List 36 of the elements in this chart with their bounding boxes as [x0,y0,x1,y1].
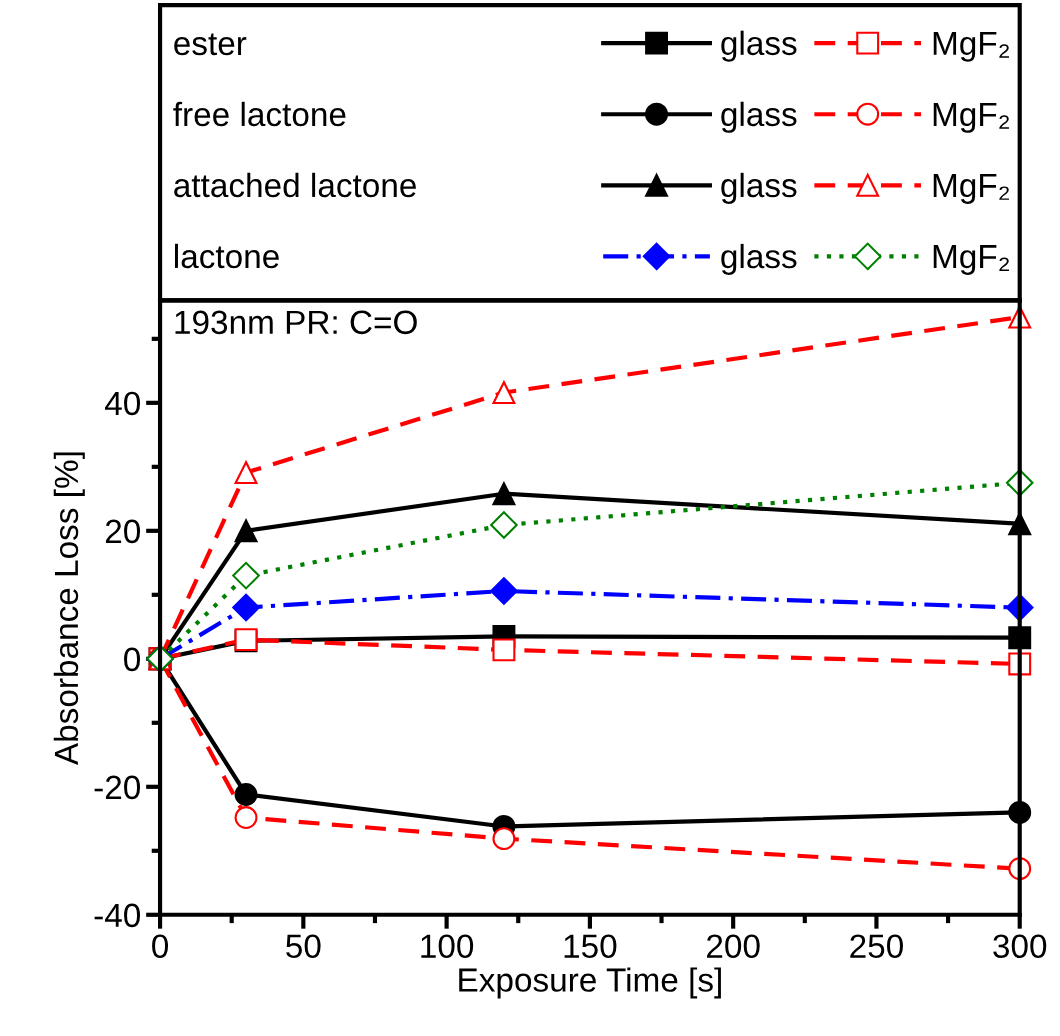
legend-label: MgF₂ [933,31,1009,62]
text: free lactone [173,101,346,127]
point [490,511,518,539]
text: ester [174,33,247,56]
legend-label: glass [721,243,797,275]
text: attached lactone [174,172,416,198]
point [234,783,258,806]
point [492,482,516,506]
annotation: 193nm PR: C=O [175,310,417,335]
point [492,827,516,851]
y-axis-title: Absorbance Loss [%] [53,452,85,766]
point [232,593,260,622]
legend-label: MgF₂ [933,174,1009,204]
legend-label: MgF₂ [933,245,1009,275]
legend-label: glass [721,172,797,204]
x-tick-label: 100 [421,934,474,959]
point [490,577,518,605]
point [492,638,516,662]
x-tick-label: 0 [152,934,169,959]
y-tick-label: 40 [105,391,141,416]
y-tick-label: 0 [124,647,141,672]
x-tick-label: 150 [564,934,617,959]
y-tick-label: -20 [94,775,141,800]
legend-label: glass [721,101,797,133]
point [234,519,258,543]
legend-label: glass [721,30,797,62]
y-tick-label: -40 [94,903,141,928]
x-tick-label: 200 [707,934,760,959]
x-tick-label: 250 [850,934,903,959]
y-tick-label: 20 [105,519,141,544]
legend-label: MgF₂ [933,102,1009,133]
x-tick-label: 300 [993,934,1047,959]
x-axis-title: Exposure Time [s] [459,967,721,999]
point [232,561,260,590]
text: lactone [175,243,279,269]
x-tick-label: 50 [286,934,321,959]
